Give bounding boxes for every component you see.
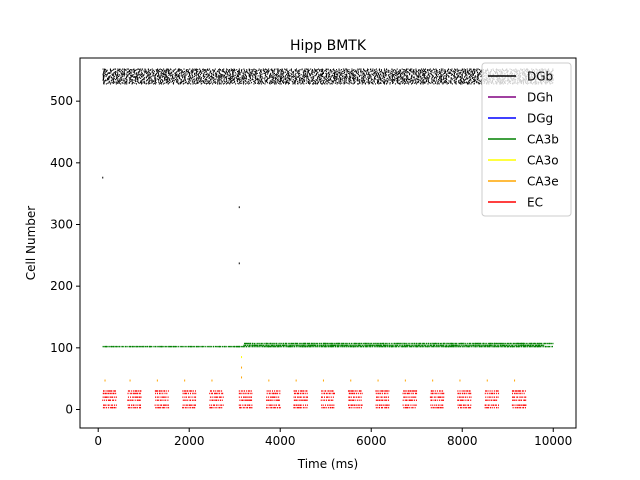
series-ca3e — [104, 366, 516, 382]
series-ca3b — [102, 342, 554, 348]
series-ec — [102, 390, 527, 409]
chart-title: Hipp BMTK — [290, 38, 367, 54]
